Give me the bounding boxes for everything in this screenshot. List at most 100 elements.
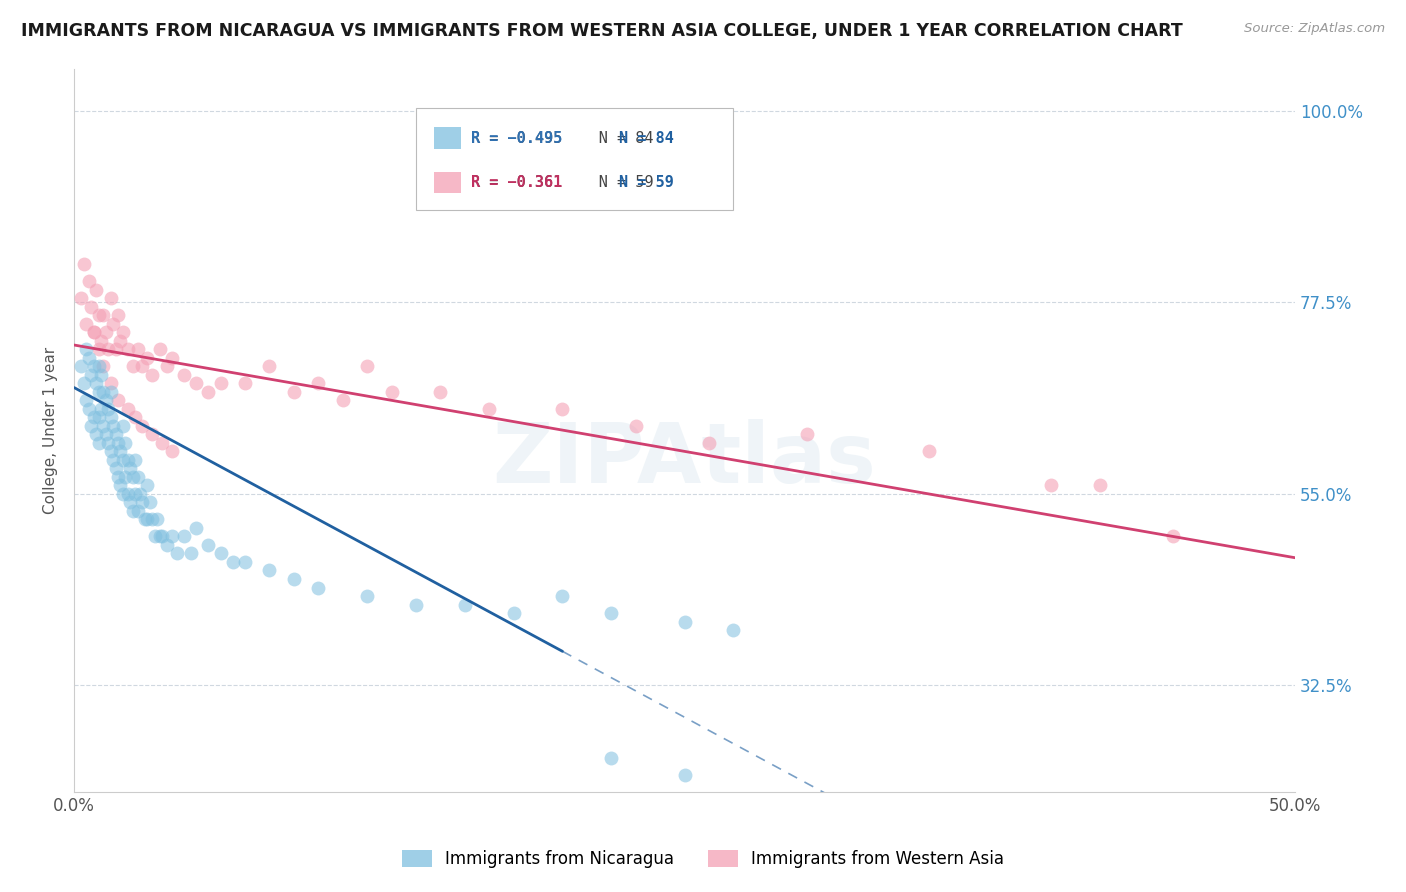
Bar (434, 128, 461, 149)
Point (141, 427, 163, 442)
Point (124, 453, 146, 467)
Point (94, 427, 117, 442)
Text: R = −0.361    N = 59: R = −0.361 N = 59 (471, 175, 654, 190)
Point (283, 384, 305, 399)
Point (1088, 478, 1111, 492)
Point (150, 529, 173, 543)
Point (117, 343, 139, 357)
Point (77, 351, 100, 365)
Point (84, 427, 107, 442)
Point (104, 427, 127, 442)
Point (93, 384, 115, 399)
Point (100, 410, 122, 425)
Point (918, 444, 941, 458)
Point (107, 308, 129, 322)
Point (75, 393, 97, 408)
Point (100, 444, 122, 458)
Point (111, 325, 134, 339)
Point (233, 376, 256, 391)
Text: N = 84: N = 84 (619, 131, 673, 145)
Point (90, 334, 112, 348)
Point (233, 555, 256, 569)
Point (131, 359, 153, 374)
FancyBboxPatch shape (416, 108, 734, 210)
Point (186, 521, 208, 535)
Point (209, 546, 232, 560)
Point (259, 359, 281, 374)
Point (73, 257, 96, 271)
Point (1161, 529, 1184, 543)
Point (356, 589, 378, 603)
Point (127, 343, 149, 357)
Point (107, 393, 129, 408)
Point (83, 359, 105, 374)
Point (127, 504, 149, 518)
Point (114, 435, 136, 450)
Point (77, 401, 100, 416)
Point (197, 538, 219, 552)
Point (124, 410, 146, 425)
Point (131, 495, 153, 509)
Point (104, 461, 127, 475)
Point (697, 435, 720, 450)
Text: R = −0.361: R = −0.361 (471, 175, 562, 190)
Point (148, 529, 170, 543)
Point (104, 343, 127, 357)
Point (600, 750, 623, 764)
Point (73, 376, 96, 391)
Point (100, 291, 122, 305)
Point (100, 384, 122, 399)
Point (117, 401, 139, 416)
Text: ZIPAtlas: ZIPAtlas (492, 418, 876, 500)
Point (90, 401, 112, 416)
Point (283, 572, 305, 586)
Point (110, 334, 132, 348)
Text: N = 59: N = 59 (619, 175, 673, 190)
Point (87, 410, 110, 425)
Point (624, 418, 647, 433)
Point (70, 359, 93, 374)
Point (90, 368, 112, 382)
Point (111, 487, 134, 501)
Point (83, 325, 105, 339)
Point (197, 384, 219, 399)
Point (80, 368, 103, 382)
Point (478, 401, 501, 416)
Point (121, 470, 143, 484)
Point (209, 376, 232, 391)
Text: IMMIGRANTS FROM NICARAGUA VS IMMIGRANTS FROM WESTERN ASIA COLLEGE, UNDER 1 YEAR : IMMIGRANTS FROM NICARAGUA VS IMMIGRANTS … (21, 22, 1182, 40)
Point (120, 461, 142, 475)
Point (129, 487, 152, 501)
Point (146, 512, 169, 526)
Point (380, 384, 402, 399)
Point (70, 291, 93, 305)
Point (332, 393, 354, 408)
Point (156, 359, 179, 374)
Point (600, 606, 623, 620)
Point (94, 325, 117, 339)
Point (87, 435, 110, 450)
Point (150, 435, 173, 450)
Text: R = −0.495: R = −0.495 (471, 131, 562, 145)
Point (173, 529, 195, 543)
Point (405, 598, 427, 612)
Point (87, 359, 110, 374)
Y-axis label: College, Under 1 year: College, Under 1 year (44, 347, 58, 514)
Point (131, 418, 153, 433)
Point (87, 343, 110, 357)
Text: Source: ZipAtlas.com: Source: ZipAtlas.com (1244, 22, 1385, 36)
Point (160, 529, 183, 543)
Point (110, 444, 132, 458)
Point (180, 546, 202, 560)
Point (356, 359, 378, 374)
Point (127, 470, 149, 484)
Point (93, 359, 115, 374)
Point (673, 615, 696, 629)
Point (156, 538, 179, 552)
Point (83, 410, 105, 425)
Point (454, 598, 477, 612)
Point (186, 376, 208, 391)
Point (111, 418, 134, 433)
Point (307, 376, 329, 391)
Point (93, 418, 115, 433)
